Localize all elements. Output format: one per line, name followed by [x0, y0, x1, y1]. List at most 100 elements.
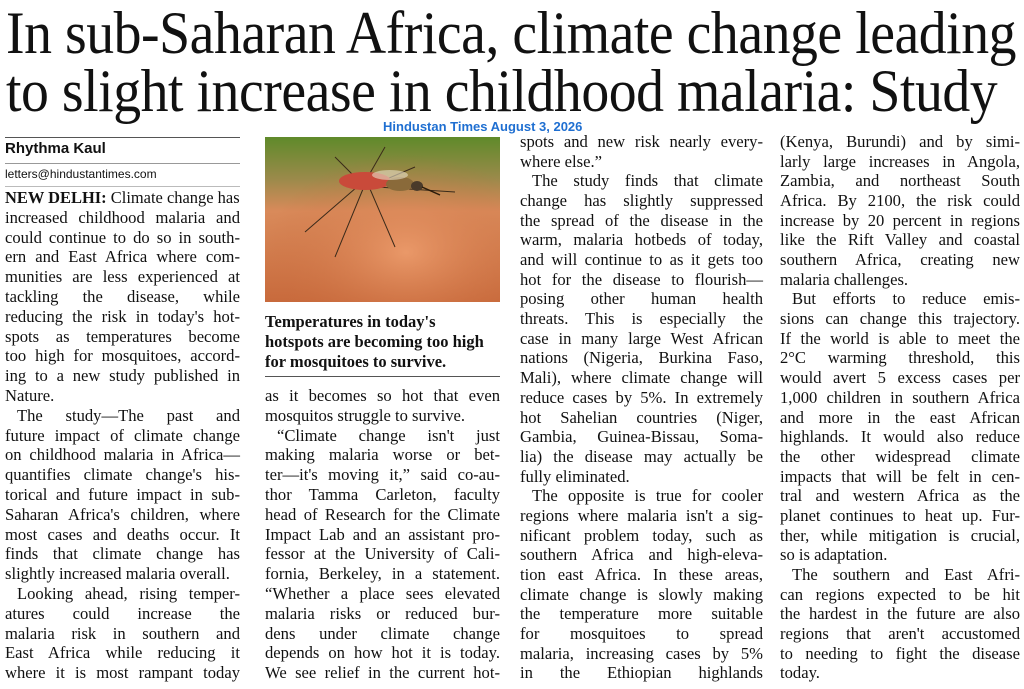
body-text: 1,000 children in southern Africa: [780, 387, 1020, 407]
body-text: warm, malaria hotbeds of today,: [520, 230, 763, 250]
body-text: Nature.: [5, 386, 55, 405]
text-line: head of Research for the Climate: [265, 505, 500, 525]
body-text: Saharan Africa's children, where: [5, 504, 240, 524]
body-text: Zambia, and northeast South: [780, 171, 1020, 191]
text-line: “Whether a place sees elevated: [265, 584, 500, 604]
text-line: so is adaptation.: [780, 545, 1020, 565]
text-line: lia) the disease may actually be: [520, 447, 763, 467]
body-text: fornia, Berkeley, in a statement.: [265, 564, 500, 584]
text-line: spots and new risk nearly every-: [520, 132, 763, 152]
text-line: southern Africa, creating new: [780, 250, 1020, 270]
body-text: southern Africa, creating new: [780, 250, 1020, 270]
dateline: NEW DELHI:: [5, 188, 107, 207]
text-line: 2°C warming threshold, this: [780, 348, 1020, 368]
headline: In sub-Saharan Africa, climate change le…: [6, 0, 1017, 66]
body-text: mosquitos struggle to survive.: [265, 405, 466, 425]
text-line: spots as temperatures become: [5, 327, 240, 347]
text-line: malaria risk in southern and: [5, 624, 240, 644]
photo-caption: hotspots are becoming too high: [265, 332, 484, 351]
body-text: “Climate change isn't just: [277, 425, 500, 445]
text-line: future impact of climate change: [5, 426, 240, 446]
body-text: regions that aren't accustomed: [780, 623, 1020, 643]
text-line: fessor at the University of Cali-: [265, 544, 500, 564]
body-text: Looking ahead, rising temper-: [17, 584, 240, 603]
text-line: most cases and deaths occur. It: [5, 525, 240, 545]
text-line: 1,000 children in southern Africa: [780, 388, 1020, 408]
body-text: Climate change has: [110, 188, 240, 207]
body-text: tion east Africa. In these areas,: [520, 564, 763, 584]
text-line: posing other human health: [520, 289, 763, 309]
text-line: where else.”: [520, 152, 763, 172]
body-text: posing other human health: [520, 289, 763, 309]
text-line: ter—it's moving it,” said co-au-: [265, 465, 500, 485]
photo-caption: for mosquitoes to survive.: [265, 352, 447, 371]
body-text: fessor at the University of Cali-: [265, 544, 500, 564]
body-text: for mosquitoes to spread: [520, 623, 763, 643]
body-text: spots and new risk nearly every-: [520, 132, 763, 151]
body-text: would avert 5 excess cases per: [780, 368, 1020, 388]
text-line: larly large increases in Angola,: [780, 152, 1020, 172]
text-line: ern and East Africa where com-: [5, 247, 240, 267]
body-text: to needing to fight the disease: [780, 643, 1020, 663]
body-text: slightly increased malaria overall.: [5, 564, 230, 584]
body-text: atures could increase the: [5, 603, 240, 623]
text-line: warm, malaria hotbeds of today,: [520, 230, 763, 250]
body-text: The southern and East Afri-: [792, 564, 1020, 584]
text-line: as it becomes so hot that even: [265, 386, 500, 406]
body-text: nificant problem today, such as: [520, 525, 763, 545]
body-text: increase by 20 percent in regions: [780, 210, 1020, 230]
text-line: The opposite is true for cooler: [520, 486, 763, 506]
body-text: ther, while mitigation is crucial,: [780, 525, 1020, 545]
body-text: the temperature more suitable: [520, 604, 763, 624]
body-text: fully eliminated.: [520, 466, 630, 486]
text-line: the temperature more suitable: [520, 604, 763, 624]
body-text: and more in the east African: [780, 407, 1020, 427]
text-line: hot for the disease to flourish—: [520, 270, 763, 290]
text-line: Nature.: [5, 386, 240, 406]
text-line: But efforts to reduce emis-: [780, 289, 1020, 309]
text-line: regions that aren't accustomed: [780, 624, 1020, 644]
date-stamp: Hindustan Times August 3, 2026: [383, 119, 583, 134]
body-text: like the Rift Valley and coastal: [780, 230, 1020, 250]
text-line: torical and future impact in sub-: [5, 485, 240, 505]
body-text: the spread of the disease in the: [520, 210, 763, 230]
text-line: depends on how hot it is today.: [265, 643, 500, 663]
body-text: Africa. By 2100, the risk could: [780, 191, 1020, 211]
text-line: today.: [780, 663, 1020, 683]
body-text: If the world is able to meet the: [780, 328, 1020, 348]
rule: [5, 163, 240, 164]
text-line: climate change is slowly making: [520, 585, 763, 605]
text-line: malaria risks or reduced bur-: [265, 604, 500, 624]
body-text: threats. This is especially the: [520, 309, 763, 329]
text-line: planet continues to heat up. Fur-: [780, 506, 1020, 526]
body-text: climate change is slowly making: [520, 584, 763, 604]
text-line: and more in the east African: [780, 408, 1020, 428]
text-line: making malaria worse or bet-: [265, 445, 500, 465]
body-text: where it is most rampant today: [5, 663, 240, 683]
body-text: hot Sahelian countries (Niger,: [520, 407, 763, 427]
text-line: increased childhood malaria and: [5, 208, 240, 228]
text-line: malaria, increasing cases by 5%: [520, 644, 763, 664]
text-line: If the world is able to meet the: [780, 329, 1020, 349]
body-text: increased childhood malaria and: [5, 207, 240, 227]
photo: [265, 137, 500, 302]
body-text: impacts that will be felt in cen-: [780, 466, 1020, 486]
text-line: too high for mosquitoes, accord-: [5, 346, 240, 366]
text-line: sions can change this trajectory.: [780, 309, 1020, 329]
body-text: dens under climate change: [265, 623, 500, 643]
text-line: the hardest in the future are also: [780, 604, 1020, 624]
text-line: and will continue to as it gets too: [520, 250, 763, 270]
text-line: ing to a new study published in: [5, 366, 240, 386]
text-line: We see relief in the current hot-: [265, 663, 500, 683]
body-text: The study—The past and: [17, 405, 240, 425]
text-line: atures could increase the: [5, 604, 240, 624]
body-text: malaria risk in southern and: [5, 623, 240, 643]
text-line: nificant problem today, such as: [520, 526, 763, 546]
body-text: Mali), where climate change will: [520, 368, 763, 388]
body-text: where else.”: [520, 151, 602, 171]
text-line: slightly increased malaria overall.: [5, 564, 240, 584]
text-line: Africa. By 2100, the risk could: [780, 191, 1020, 211]
body-text: East Africa while reducing it: [5, 643, 240, 663]
body-text: on childhood malaria in Africa—: [5, 445, 240, 465]
